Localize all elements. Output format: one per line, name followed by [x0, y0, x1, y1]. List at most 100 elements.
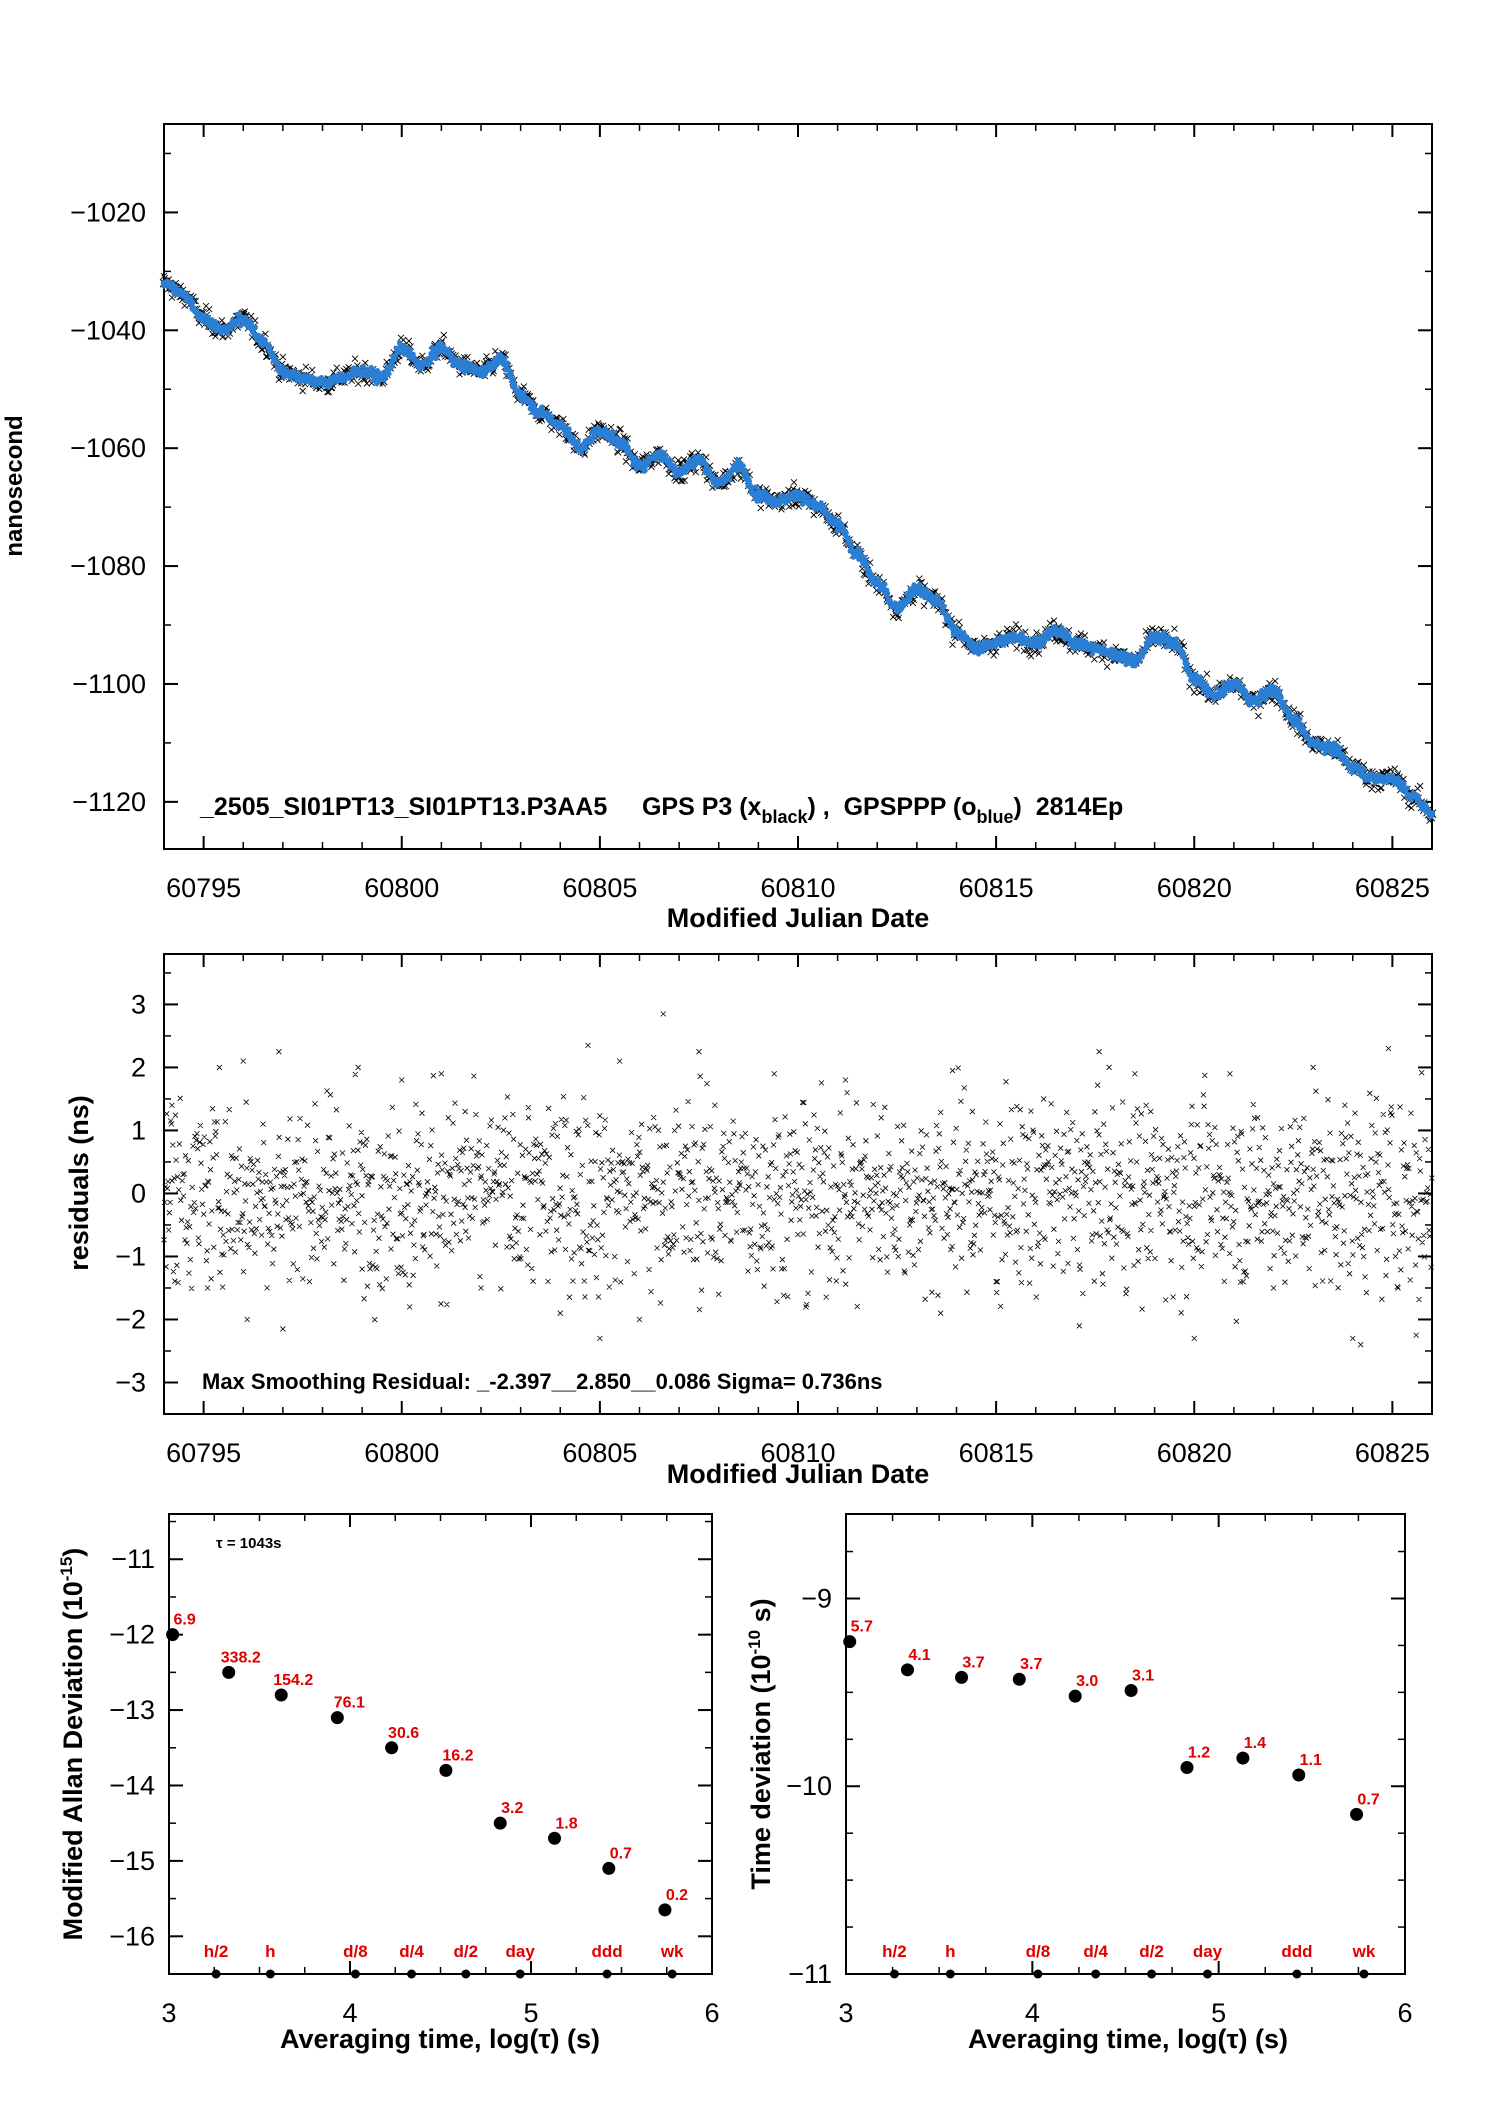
point-label: 3.0: [1076, 1673, 1098, 1690]
tau-marker-label: d/2: [454, 1942, 479, 1961]
x-tick-label: 60800: [364, 873, 439, 903]
residual-point: [276, 1048, 282, 1055]
residual-point: [1385, 1045, 1392, 1052]
x-tick-label: 60795: [166, 873, 241, 903]
point-label: 3.2: [501, 1800, 523, 1817]
residual-point: [204, 1285, 211, 1291]
y-axis-label: Time deviation (10-10 s): [745, 1598, 776, 1889]
residual-point: [1413, 1332, 1419, 1339]
residual-point: [398, 1077, 405, 1083]
tau-marker-label: day: [505, 1942, 535, 1961]
residual-point: [359, 1266, 365, 1272]
x-tick-label: 60825: [1355, 1438, 1430, 1468]
tau-marker-label: wk: [660, 1942, 684, 1961]
x-tick-label: 60815: [959, 1438, 1034, 1468]
tau-marker-label: h: [265, 1942, 275, 1961]
x-tick-label: 60810: [760, 1438, 835, 1468]
x-tick-label: 4: [342, 1998, 357, 2028]
x-axis-label: Modified Julian Date: [667, 1459, 930, 1489]
x-tick-label: 60800: [364, 1438, 439, 1468]
tau-marker-label: day: [1193, 1942, 1223, 1961]
y-tick-label: −1: [115, 1241, 146, 1271]
tau-marker: [1091, 1969, 1101, 1979]
tau-marker: [1033, 1969, 1043, 1979]
residual-cloud: [161, 1064, 1435, 1325]
residual-point: [937, 1310, 944, 1316]
data-point: [1124, 1683, 1138, 1697]
residual-point: [949, 1067, 956, 1074]
y-tick-label: −14: [109, 1770, 155, 1800]
data-point: [274, 1688, 288, 1702]
tau-marker: [1147, 1969, 1157, 1979]
y-tick-label: −1060: [70, 433, 146, 463]
residual-point: [1349, 1335, 1356, 1342]
residual-point: [557, 1310, 564, 1316]
data-point: [439, 1763, 453, 1777]
point-label: 338.2: [221, 1649, 261, 1666]
residual-point: [696, 1048, 702, 1055]
tau-marker: [602, 1969, 612, 1979]
y-tick-label: −11: [111, 1544, 155, 1574]
tau-marker: [1292, 1969, 1302, 1979]
y-tick-label: −3: [115, 1367, 146, 1397]
residual-point: [462, 1108, 468, 1115]
series-gps-p3: [159, 272, 1437, 825]
residual-point: [597, 1335, 603, 1342]
data-point: [602, 1861, 616, 1875]
residual-point: [1132, 1070, 1138, 1077]
residual-point: [803, 1304, 809, 1310]
residual-point: [1147, 1108, 1154, 1115]
point-label: 6.9: [173, 1612, 195, 1629]
y-tick-label: −12: [109, 1620, 155, 1650]
point-label: 4.1: [908, 1647, 930, 1664]
y-tick-label: −10: [786, 1771, 832, 1801]
tau-marker: [889, 1969, 899, 1979]
y-tick-label: −11: [788, 1959, 832, 1989]
residual-point: [525, 1115, 532, 1121]
residual-point: [1270, 1285, 1277, 1291]
y-tick-label: −9: [801, 1583, 832, 1613]
tau-marker-label: d/8: [343, 1942, 368, 1961]
x-tick-label: 60805: [562, 873, 637, 903]
residual-point: [355, 1064, 361, 1071]
tau-marker: [265, 1969, 275, 1979]
point-label: 16.2: [442, 1747, 473, 1764]
data-point: [955, 1670, 969, 1684]
series-residuals: [161, 1011, 1435, 1348]
residual-point: [878, 1115, 884, 1121]
time-series-panel: 60795 60800 60805 60810 60815 60820 60825 −1020…: [1, 123, 1437, 933]
residual-point: [406, 1304, 413, 1310]
point-label: 5.7: [851, 1619, 873, 1636]
series-gpsppp: [160, 278, 1436, 820]
x-axis-label: Averaging time, log(τ) (s): [280, 2024, 600, 2054]
data-point: [166, 1628, 180, 1642]
plot-frame: [163, 123, 1433, 850]
data-point: [843, 1635, 857, 1649]
tau-marker: [945, 1969, 955, 1979]
data-point: [1012, 1672, 1026, 1686]
residual-point: [712, 1102, 718, 1109]
data-point: [1180, 1760, 1194, 1774]
data-point: [900, 1663, 914, 1677]
plot-frame: [168, 1513, 713, 1975]
y-tick-label: −13: [109, 1695, 155, 1725]
residual-point: [1227, 1070, 1233, 1077]
data-point: [1236, 1751, 1250, 1765]
axis-ticks: 3 4 5 6 −11 −12 −13 −14 −15 −16: [109, 1514, 720, 2028]
residual-point: [1254, 1115, 1261, 1121]
axis-ticks: 60795 60800 60805 60810 60815 60820 60825 −1020…: [70, 124, 1433, 903]
residual-point: [240, 1058, 247, 1064]
residual-point: [1342, 1102, 1348, 1109]
x-tick-label: 3: [161, 1998, 176, 2028]
y-tick-label: −1080: [70, 551, 146, 581]
y-tick-label: 0: [131, 1178, 146, 1208]
x-axis-label: Modified Julian Date: [667, 903, 930, 933]
residual-point: [660, 1011, 667, 1017]
y-axis-label: Modified Allan Deviation (10-15): [57, 1548, 88, 1941]
tau-marker: [1202, 1969, 1212, 1979]
residual-point: [616, 1058, 623, 1064]
axis-ticks: 60795 60800 60805 60810 60815 60820 60825 3 2 1 0 −…: [115, 954, 1433, 1468]
point-label: 0.2: [666, 1887, 688, 1904]
residual-point: [842, 1077, 849, 1083]
